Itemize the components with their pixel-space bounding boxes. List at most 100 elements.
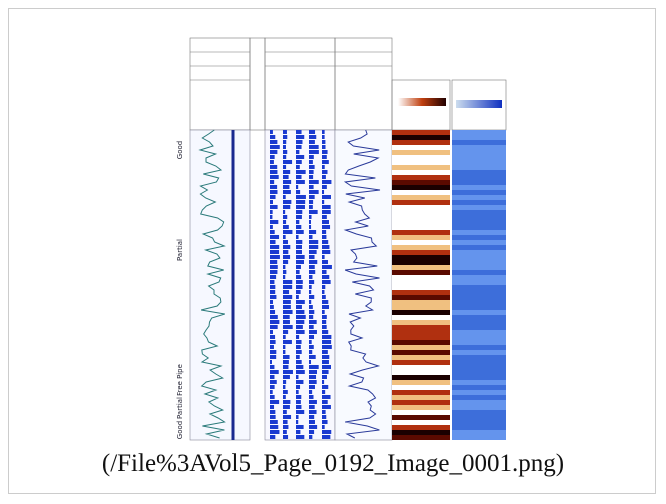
waveform-bar — [270, 170, 277, 174]
heat-stripe — [392, 140, 450, 145]
waveform-bar — [283, 270, 286, 274]
waveform-bar — [270, 285, 275, 289]
waveform-bar — [322, 260, 328, 264]
heat-stripe — [392, 205, 450, 210]
heat-stripe — [392, 325, 450, 330]
waveform-bar — [309, 395, 313, 399]
waveform-bar — [283, 380, 286, 384]
waveform-bar — [309, 215, 312, 219]
waveform-bar — [283, 150, 287, 154]
waveform-bar — [296, 140, 302, 144]
waveform-bar — [309, 400, 317, 404]
heat-stripe — [392, 305, 450, 310]
waveform-bar — [322, 295, 326, 299]
waveform-bar — [296, 295, 299, 299]
waveform-bar — [270, 150, 277, 154]
waveform-bar — [270, 355, 276, 359]
heat-stripe — [392, 295, 450, 300]
waveform-bar — [270, 220, 278, 224]
blue-stripe — [452, 430, 506, 435]
waveform-bar — [296, 405, 301, 409]
waveform-bar — [322, 240, 328, 244]
heat-stripe — [392, 310, 450, 315]
waveform-bar — [283, 350, 285, 354]
heat-stripe — [392, 350, 450, 355]
waveform-bar — [309, 405, 315, 409]
waveform-bar — [322, 410, 326, 414]
waveform-bar — [270, 310, 275, 314]
waveform-bar — [270, 190, 277, 194]
waveform-bar — [322, 400, 328, 404]
waveform-bar — [270, 165, 277, 169]
heat-stripe — [392, 360, 450, 365]
waveform-bar — [296, 355, 300, 359]
blue-stripe — [452, 170, 506, 175]
waveform-bar — [322, 150, 328, 154]
heat-stripe — [392, 375, 450, 380]
blue-stripe — [452, 230, 506, 235]
waveform-bar — [322, 160, 329, 164]
waveform-bar — [322, 255, 325, 259]
waveform-bar — [322, 285, 325, 289]
waveform-bar — [283, 265, 285, 269]
waveform-bar — [270, 270, 277, 274]
waveform-bar — [283, 165, 286, 169]
heat-stripe — [392, 335, 450, 340]
waveform-bar — [283, 365, 288, 369]
waveform-bar — [322, 345, 332, 349]
waveform-bar — [283, 280, 292, 284]
blue-stripe — [452, 225, 506, 230]
waveform-bar — [270, 360, 272, 364]
waveform-bar — [322, 300, 328, 304]
waveform-bar — [309, 155, 314, 159]
waveform-bar — [322, 230, 326, 234]
waveform-bar — [270, 135, 275, 139]
waveform-bar — [296, 280, 303, 284]
waveform-bar — [309, 370, 317, 374]
waveform-bar — [296, 215, 302, 219]
waveform-bar — [270, 185, 277, 189]
zone-label: Free Pipe — [176, 364, 184, 396]
waveform-bar — [296, 425, 304, 429]
waveform-bar — [283, 395, 286, 399]
waveform-bar — [296, 420, 298, 424]
waveform-bar — [283, 290, 289, 294]
waveform-bar — [322, 130, 325, 134]
waveform-bar — [309, 435, 312, 439]
blue-stripe — [452, 205, 506, 210]
blue-stripe — [452, 420, 506, 425]
waveform-bar — [283, 275, 285, 279]
waveform-bar — [309, 290, 311, 294]
waveform-bar — [270, 415, 276, 419]
blue-stripe — [452, 155, 506, 160]
waveform-bar — [296, 130, 302, 134]
waveform-bar — [296, 310, 304, 314]
blue-stripe — [452, 330, 506, 335]
heat-stripe — [392, 225, 450, 230]
heat-stripe — [392, 265, 450, 270]
waveform-bar — [270, 420, 278, 424]
heat-stripe — [392, 380, 450, 385]
waveform-bar — [270, 430, 279, 434]
waveform-bar — [309, 210, 318, 214]
waveform-bar — [322, 370, 329, 374]
waveform-bar — [322, 185, 327, 189]
waveform-bar — [296, 335, 299, 339]
waveform-bar — [296, 430, 300, 434]
waveform-bar — [296, 275, 301, 279]
waveform-bar — [270, 320, 279, 324]
waveform-bar — [270, 400, 279, 404]
blue-stripe — [452, 250, 506, 255]
blue-stripe — [452, 195, 506, 200]
waveform-bar — [296, 285, 303, 289]
waveform-bar — [296, 200, 305, 204]
heat-stripe — [392, 135, 450, 140]
waveform-bar — [322, 180, 331, 184]
waveform-bar — [283, 420, 288, 424]
waveform-bar — [296, 290, 301, 294]
blue-stripe — [452, 255, 506, 260]
waveform-bar — [270, 245, 279, 249]
waveform-bar — [283, 410, 287, 414]
heat-stripe — [392, 145, 450, 150]
